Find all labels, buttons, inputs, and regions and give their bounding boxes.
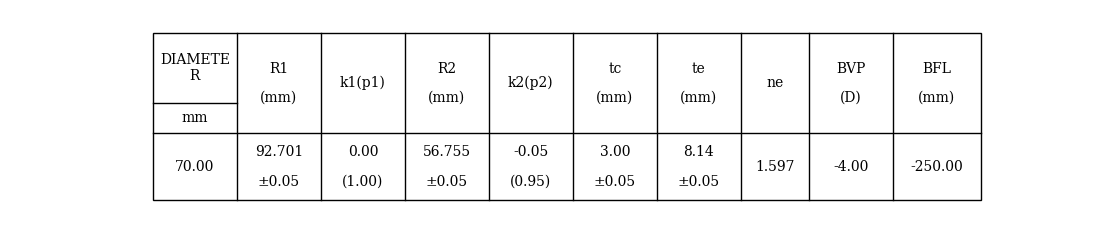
Text: (mm): (mm): [596, 90, 633, 104]
Text: BVP: BVP: [836, 62, 865, 76]
Text: 56.755: 56.755: [423, 145, 471, 159]
Text: k1(p1): k1(p1): [340, 76, 385, 90]
Text: ±0.05: ±0.05: [593, 175, 636, 188]
Text: (0.95): (0.95): [510, 175, 552, 188]
Text: ±0.05: ±0.05: [426, 175, 468, 188]
Text: 3.00: 3.00: [600, 145, 630, 159]
Text: 92.701: 92.701: [254, 145, 303, 159]
Text: DIAMETE
R: DIAMETE R: [160, 53, 230, 83]
Text: -4.00: -4.00: [833, 160, 869, 174]
Text: 1.597: 1.597: [755, 160, 795, 174]
Text: (mm): (mm): [680, 90, 718, 104]
Text: (mm): (mm): [260, 90, 297, 104]
Text: ±0.05: ±0.05: [678, 175, 720, 188]
Text: 70.00: 70.00: [175, 160, 215, 174]
Text: k2(p2): k2(p2): [508, 76, 554, 90]
Text: (mm): (mm): [918, 90, 956, 104]
Text: 0.00: 0.00: [348, 145, 378, 159]
Text: mm: mm: [182, 111, 208, 125]
Text: tc: tc: [608, 62, 621, 76]
Text: R2: R2: [437, 62, 457, 76]
Text: R1: R1: [270, 62, 288, 76]
Text: (mm): (mm): [428, 90, 466, 104]
Text: te: te: [691, 62, 706, 76]
Text: ne: ne: [766, 76, 784, 90]
Text: (D): (D): [840, 90, 862, 104]
Text: BFL: BFL: [923, 62, 951, 76]
Text: -0.05: -0.05: [513, 145, 548, 159]
Text: 8.14: 8.14: [684, 145, 715, 159]
Text: -250.00: -250.00: [911, 160, 963, 174]
Text: ±0.05: ±0.05: [258, 175, 299, 188]
Text: (1.00): (1.00): [342, 175, 383, 188]
